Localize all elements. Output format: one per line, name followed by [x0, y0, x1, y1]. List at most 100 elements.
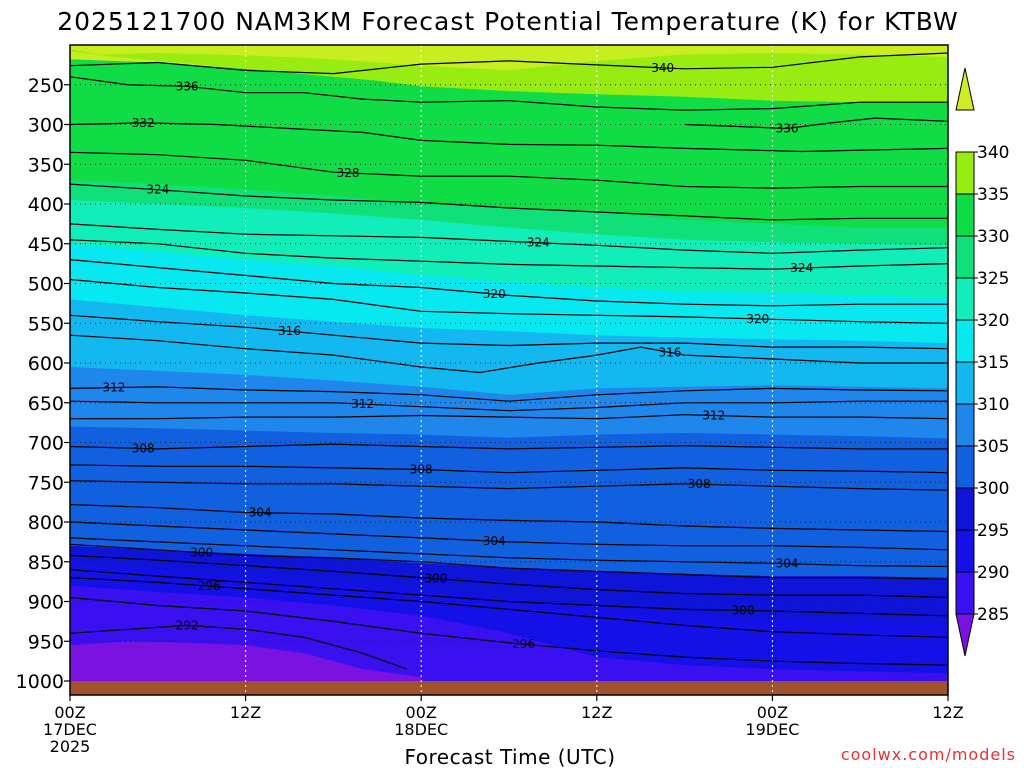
y-tick-label: 550 [28, 313, 64, 335]
x-tick-label: 19DEC [745, 720, 799, 739]
contour-336 [70, 76, 948, 111]
contour-296 [70, 596, 948, 666]
y-tick-label: 800 [28, 512, 64, 534]
fill-band [70, 45, 948, 71]
contour-300 [70, 543, 948, 580]
contour-324 [70, 239, 948, 270]
contour-308 [70, 464, 948, 474]
contour-324 [70, 183, 948, 221]
y-tick-label: 300 [28, 115, 64, 137]
contour-label: 332 [132, 116, 155, 130]
contour-label: 324 [790, 261, 813, 275]
colorbar-swatch [955, 361, 975, 405]
colorbar-tick-label: 320 [977, 311, 1009, 331]
x-tick-label: 18DEC [394, 720, 448, 739]
contour-332 [70, 122, 948, 153]
plot-frame [69, 44, 949, 696]
x-tick-label: 17DEC [43, 720, 97, 739]
contour-label: 300 [732, 604, 755, 618]
contour-label: 312 [102, 381, 125, 395]
contour-336 [684, 117, 948, 130]
x-tick-label: 12Z [581, 703, 612, 722]
grid-layer [70, 45, 948, 695]
contour-label: 300 [190, 546, 213, 560]
contour-label: 308 [132, 441, 155, 455]
contour-312 [70, 414, 948, 420]
colorbar-tick-label: 325 [977, 269, 1009, 289]
y-axis: 250 300 350 400 450 500 550 600 650 700 750 800 850 9… [16, 75, 70, 693]
y-tick-label: 250 [28, 75, 64, 97]
contour-label: 328 [337, 166, 360, 180]
contour-label: 300 [424, 572, 447, 586]
y-tick-label: 900 [28, 592, 64, 614]
x-tick-label: 12Z [932, 703, 963, 722]
contour-300 [70, 569, 948, 617]
contour-304 [70, 537, 948, 568]
colorbar-tick-label: 300 [977, 479, 1009, 499]
colorbar-swatch [955, 277, 975, 321]
y-tick-label: 500 [28, 274, 64, 296]
colorbar-swatch [955, 403, 975, 447]
y-tick-label: 400 [28, 194, 64, 216]
x-tick-label: 12Z [230, 703, 261, 722]
contour-label: 312 [351, 397, 374, 411]
contour-292 [70, 624, 407, 670]
contour-label: 336 [176, 79, 199, 93]
contour-308 [70, 480, 948, 491]
contour-label: 312 [702, 408, 725, 422]
colorbar-tick-label: 310 [977, 395, 1009, 415]
colorbar-tick-label: 330 [977, 227, 1009, 247]
y-tick-label: 850 [28, 552, 64, 574]
contour-label: 324 [146, 183, 169, 197]
contour-label: 320 [483, 287, 506, 301]
contour-320 [70, 259, 948, 307]
contour-300 [70, 554, 948, 599]
contour-320 [70, 278, 948, 324]
contour-label: 336 [776, 121, 799, 135]
contour-label: 296 [512, 637, 535, 651]
x-tick-label: 00Z [54, 703, 85, 722]
contour-label: 320 [746, 312, 769, 326]
colorbar-swatch [955, 319, 975, 363]
y-tick-label: 450 [28, 234, 64, 256]
contour-label: 316 [659, 345, 682, 359]
x-axis-label: Forecast Time (UTC) [404, 745, 615, 768]
chart-title: 2025121700 NAM3KM Forecast Potential Tem… [57, 7, 959, 36]
colorbar: 285 290 295 300 305 310 315 320 325 330 335 340 [955, 67, 1009, 657]
contour-312 [70, 400, 948, 412]
contour-label: 292 [176, 618, 199, 632]
colorbar-swatch [955, 151, 975, 195]
y-tick-label: 700 [28, 433, 64, 455]
y-tick-label: 350 [28, 154, 64, 176]
contour-label: 296 [198, 579, 221, 593]
contour-304 [70, 521, 948, 551]
contour-label: 304 [776, 557, 799, 571]
colorbar-tick-label: 340 [977, 143, 1009, 163]
colorbar-swatch [955, 193, 975, 237]
y-tick-label: 600 [28, 353, 64, 375]
credit-text: coolwx.com/models [841, 745, 1016, 764]
colorbar-tick-label: 290 [977, 563, 1009, 583]
y-tick-label: 950 [28, 631, 64, 653]
contour-label: 304 [483, 534, 506, 548]
x-tick-label: 00Z [757, 703, 788, 722]
colorbar-swatch [955, 613, 975, 657]
fill-band [70, 45, 948, 103]
colorbar-tick-label: 315 [977, 353, 1009, 373]
ground-strip [70, 681, 948, 695]
colorbar-tick-label: 335 [977, 185, 1009, 205]
contour-304 [70, 503, 948, 533]
contour-line-layer: 340 336 336 332 328 324 324 324 320 320 316 316 312 3… [70, 52, 948, 670]
colorbar-swatch [955, 571, 975, 615]
contour-label: 308 [410, 463, 433, 477]
colorbar-tick-label: 295 [977, 521, 1009, 541]
contour-label: 340 [651, 61, 674, 75]
contour-312 [70, 386, 948, 402]
colorbar-swatch [955, 529, 975, 573]
colorbar-swatch [955, 487, 975, 531]
contour-324 [70, 223, 948, 254]
colorbar-swatch [955, 67, 975, 111]
contour-label: 316 [278, 324, 301, 338]
